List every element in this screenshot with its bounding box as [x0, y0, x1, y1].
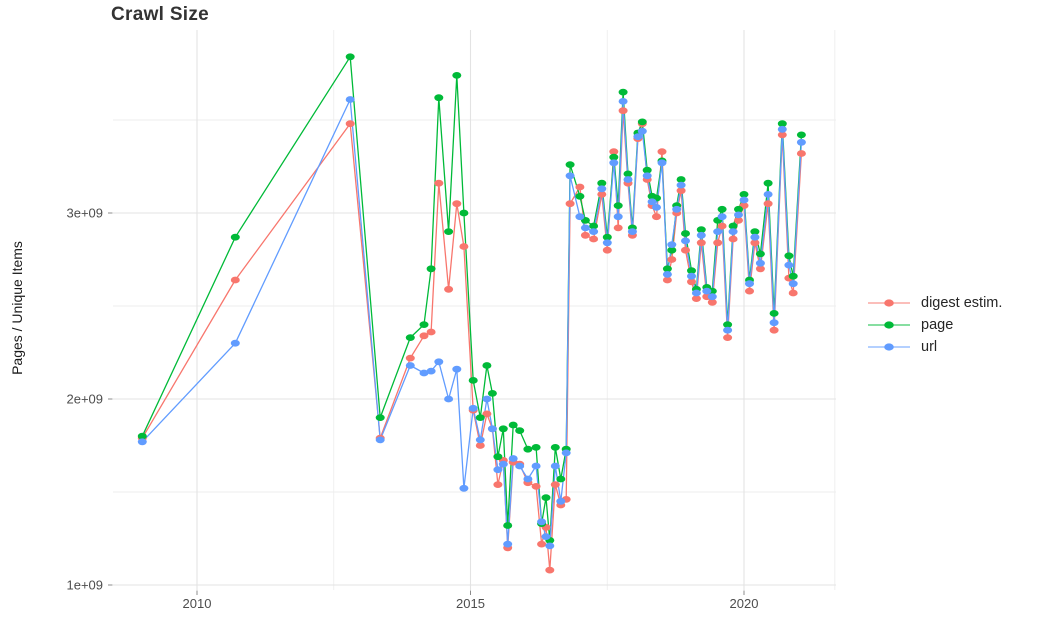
- x-tick-label: 2010: [183, 596, 212, 611]
- y-tick-label: 3e+09: [66, 206, 103, 221]
- series-points-digest-estim-: [137, 107, 806, 574]
- x-axis-tick-labels: 2010 2015 2020: [183, 596, 759, 611]
- gridlines-major: [113, 30, 836, 590]
- digest-estim-key-icon: [868, 299, 910, 307]
- y-axis-tick-labels: 1e+09 2e+09 3e+09: [66, 206, 103, 593]
- legend-label-digest-estim: digest estim.: [921, 295, 1003, 311]
- y-tick-label: 2e+09: [66, 392, 103, 407]
- x-tick-label: 2015: [456, 596, 485, 611]
- legend-item-url: url: [866, 336, 1002, 358]
- chart-title: Crawl Size: [111, 4, 210, 25]
- legend-item-digest-estim: digest estim.: [866, 292, 1002, 314]
- page-key-icon: [868, 321, 910, 329]
- series-line-digest-estim-: [141, 110, 803, 571]
- axis-ticks: [108, 212, 745, 595]
- x-tick-label: 2020: [730, 596, 759, 611]
- series-points-page: [137, 53, 806, 544]
- gridlines-minor: [113, 30, 836, 590]
- legend-item-page: page: [866, 314, 1002, 336]
- series-line-url: [141, 98, 803, 547]
- legend: digest estim. page url: [866, 292, 1002, 358]
- legend-label-page: page: [921, 317, 954, 333]
- series-line-page: [141, 56, 803, 542]
- y-tick-label: 1e+09: [66, 578, 103, 593]
- url-key-icon: [868, 343, 910, 351]
- legend-label-url: url: [921, 339, 938, 355]
- series-points-url: [137, 96, 806, 550]
